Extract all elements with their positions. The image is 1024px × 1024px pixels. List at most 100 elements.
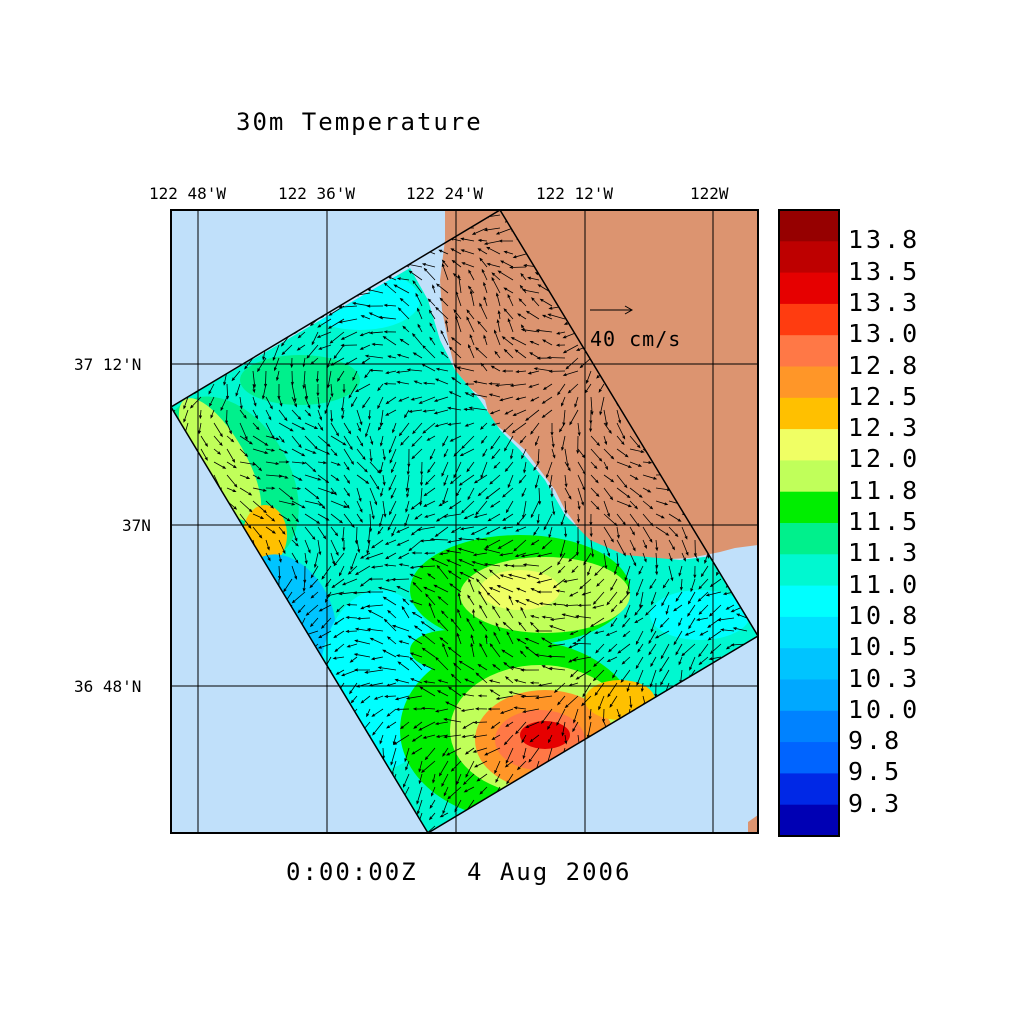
velocity-arrow	[384, 694, 397, 698]
velocity-arrow	[427, 461, 436, 474]
velocity-arrow	[398, 640, 410, 645]
velocity-arrow	[413, 380, 423, 385]
velocity-arrow	[545, 461, 553, 479]
velocity-arrow	[564, 603, 579, 608]
velocity-arrow	[557, 695, 566, 706]
velocity-arrow	[610, 578, 618, 592]
velocity-arrow	[257, 357, 267, 373]
velocity-arrow	[397, 552, 410, 559]
velocity-arrow	[530, 422, 540, 435]
velocity-arrow	[491, 276, 501, 294]
velocity-arrow	[356, 616, 371, 621]
velocity-arrow	[645, 604, 657, 616]
velocity-arrow	[635, 656, 644, 670]
velocity-arrow	[302, 370, 306, 390]
velocity-arrow	[384, 539, 397, 545]
velocity-arrow	[415, 292, 423, 307]
colorbar-label: 11.5	[848, 507, 921, 536]
velocity-arrow	[603, 422, 612, 434]
velocity-arrow	[456, 773, 462, 786]
velocity-arrow	[380, 487, 384, 498]
velocity-arrow	[213, 448, 222, 455]
velocity-arrow	[592, 669, 605, 682]
velocity-arrow	[304, 435, 319, 450]
velocity-arrow	[483, 296, 488, 307]
velocity-arrow	[542, 383, 553, 390]
velocity-arrow	[490, 422, 501, 426]
velocity-arrow	[343, 474, 351, 485]
velocity-arrow	[291, 448, 306, 457]
velocity-arrow	[509, 448, 514, 460]
velocity-arrow	[466, 309, 475, 320]
velocity-arrow	[396, 586, 410, 593]
velocity-arrow	[576, 435, 580, 455]
velocity-arrow	[346, 603, 358, 607]
velocity-arrow	[538, 602, 553, 606]
velocity-arrow	[445, 549, 462, 554]
velocity-arrow	[265, 396, 273, 410]
velocity-arrow	[239, 448, 249, 458]
velocity-arrow	[688, 617, 696, 630]
velocity-arrow	[345, 615, 358, 620]
velocity-arrow	[515, 721, 527, 735]
velocity-arrow	[575, 614, 592, 619]
velocity-arrow	[463, 513, 475, 520]
velocity-arrow	[210, 409, 215, 419]
velocity-arrow	[564, 461, 571, 472]
velocity-arrow	[569, 630, 579, 635]
velocity-arrow	[424, 474, 436, 486]
velocity-arrow	[457, 274, 462, 294]
velocity-arrow	[550, 487, 554, 498]
velocity-arrow	[681, 643, 696, 657]
velocity-arrow	[484, 634, 488, 645]
colorbar-band	[779, 272, 839, 305]
velocity-arrow	[603, 539, 611, 557]
velocity-arrow	[564, 526, 568, 538]
velocity-arrow	[278, 460, 290, 464]
colorbar-band	[779, 710, 839, 743]
velocity-arrow	[369, 461, 381, 474]
velocity-arrow	[638, 565, 644, 575]
velocity-arrow	[564, 487, 572, 500]
velocity-arrow	[488, 393, 501, 398]
velocity-arrow	[410, 396, 423, 401]
velocity-arrow	[540, 708, 553, 725]
velocity-arrow	[561, 435, 566, 451]
velocity-arrow	[473, 568, 488, 580]
velocity-arrow	[466, 617, 475, 632]
velocity-arrow	[448, 391, 462, 398]
velocity-arrow	[472, 747, 488, 753]
velocity-arrow	[341, 578, 358, 586]
velocity-arrow	[529, 621, 540, 632]
velocity-arrow	[365, 552, 384, 560]
velocity-arrow	[333, 617, 345, 625]
velocity-arrow	[343, 435, 353, 451]
velocity-arrow	[499, 708, 514, 714]
velocity-arrow	[616, 500, 632, 508]
velocity-arrow	[576, 513, 580, 524]
velocity-arrow	[435, 367, 449, 372]
velocity-arrow	[698, 578, 709, 590]
velocity-arrow	[411, 333, 423, 346]
colorbar-label: 13.5	[848, 256, 921, 286]
velocity-arrow	[414, 513, 423, 520]
velocity-arrow	[411, 448, 423, 460]
velocity-arrow	[668, 513, 682, 522]
colorbar-band	[779, 429, 839, 461]
velocity-arrow	[405, 500, 410, 513]
velocity-arrow	[481, 268, 488, 281]
velocity-arrow	[346, 643, 358, 648]
velocity-arrow	[551, 500, 556, 516]
velocity-arrow	[412, 422, 423, 435]
velocity-arrow	[426, 435, 436, 441]
velocity-arrow	[378, 315, 397, 320]
velocity-arrow	[542, 339, 553, 346]
velocity-arrow	[517, 313, 527, 320]
velocity-arrow	[524, 637, 540, 645]
velocity-arrow	[386, 708, 397, 717]
velocity-arrow	[501, 369, 514, 373]
velocity-arrow	[525, 599, 540, 606]
velocity-arrow	[529, 352, 540, 359]
velocity-arrow	[513, 706, 527, 710]
velocity-arrow	[551, 435, 555, 448]
